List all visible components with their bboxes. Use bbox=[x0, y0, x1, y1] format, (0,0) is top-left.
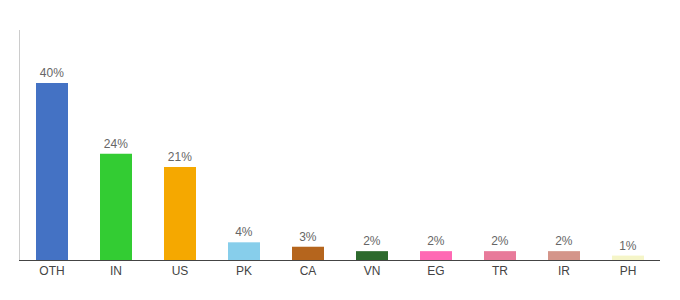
svg-text:2%: 2% bbox=[427, 234, 445, 248]
svg-text:IN: IN bbox=[110, 264, 122, 278]
svg-text:PH: PH bbox=[620, 264, 637, 278]
svg-text:24%: 24% bbox=[104, 137, 128, 151]
svg-text:1%: 1% bbox=[619, 239, 637, 253]
svg-text:IR: IR bbox=[558, 264, 570, 278]
svg-text:CA: CA bbox=[300, 264, 317, 278]
svg-text:4%: 4% bbox=[235, 225, 253, 239]
svg-text:US: US bbox=[172, 264, 189, 278]
svg-text:40%: 40% bbox=[40, 66, 64, 80]
svg-text:PK: PK bbox=[236, 264, 252, 278]
svg-text:21%: 21% bbox=[168, 150, 192, 164]
svg-text:VN: VN bbox=[364, 264, 381, 278]
svg-text:3%: 3% bbox=[299, 230, 317, 244]
svg-text:2%: 2% bbox=[555, 234, 573, 248]
svg-text:2%: 2% bbox=[363, 234, 381, 248]
svg-text:TR: TR bbox=[492, 264, 508, 278]
svg-text:OTH: OTH bbox=[39, 264, 64, 278]
svg-text:EG: EG bbox=[427, 264, 444, 278]
svg-text:2%: 2% bbox=[491, 234, 509, 248]
